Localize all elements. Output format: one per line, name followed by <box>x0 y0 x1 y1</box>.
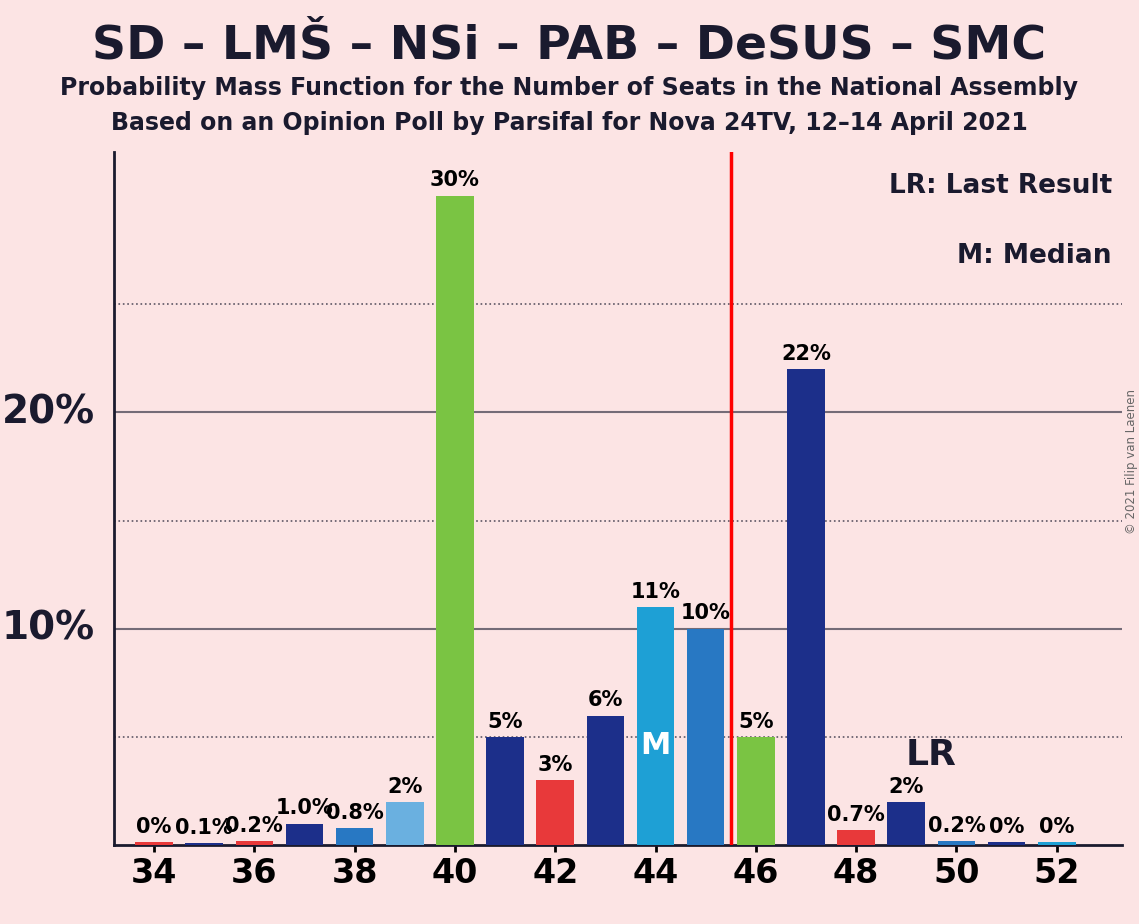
Text: 2%: 2% <box>387 777 423 796</box>
Text: M: M <box>640 731 671 760</box>
Text: 0.2%: 0.2% <box>927 816 985 835</box>
Text: 2%: 2% <box>888 777 924 796</box>
Text: Based on an Opinion Poll by Parsifal for Nova 24TV, 12–14 April 2021: Based on an Opinion Poll by Parsifal for… <box>112 111 1027 135</box>
Text: 30%: 30% <box>431 170 480 190</box>
Bar <box>236 841 273 845</box>
Text: © 2021 Filip van Laenen: © 2021 Filip van Laenen <box>1124 390 1138 534</box>
Text: LR: LR <box>906 737 957 772</box>
Text: 0.8%: 0.8% <box>326 803 384 822</box>
Text: Probability Mass Function for the Number of Seats in the National Assembly: Probability Mass Function for the Number… <box>60 76 1079 100</box>
Text: 5%: 5% <box>487 711 523 732</box>
Text: 20%: 20% <box>2 394 95 432</box>
Bar <box>286 824 323 845</box>
Bar <box>436 196 474 845</box>
Text: 0.7%: 0.7% <box>827 805 885 825</box>
Text: 5%: 5% <box>738 711 773 732</box>
Bar <box>136 842 173 845</box>
Text: 10%: 10% <box>681 603 730 624</box>
Text: 3%: 3% <box>538 755 573 775</box>
Bar <box>787 369 825 845</box>
Text: 0%: 0% <box>989 817 1024 837</box>
Bar <box>486 737 524 845</box>
Text: 22%: 22% <box>781 344 831 364</box>
Bar <box>837 831 875 845</box>
Bar <box>637 607 674 845</box>
Text: 10%: 10% <box>2 610 95 648</box>
Text: M: Median: M: Median <box>958 243 1112 269</box>
Text: 11%: 11% <box>631 582 680 602</box>
Bar <box>587 715 624 845</box>
Text: LR: Last Result: LR: Last Result <box>888 174 1112 200</box>
Bar <box>737 737 775 845</box>
Bar <box>386 802 424 845</box>
Bar <box>937 841 975 845</box>
Text: 0%: 0% <box>137 817 172 837</box>
Bar <box>186 844 223 845</box>
Text: 0.1%: 0.1% <box>175 818 233 838</box>
Text: SD – LMŠ – NSi – PAB – DeSUS – SMC: SD – LMŠ – NSi – PAB – DeSUS – SMC <box>92 23 1047 68</box>
Bar <box>687 629 724 845</box>
Text: 0.2%: 0.2% <box>226 816 284 835</box>
Bar <box>988 842 1025 845</box>
Text: 6%: 6% <box>588 690 623 711</box>
Bar <box>336 828 374 845</box>
Bar <box>1038 842 1075 845</box>
Bar <box>887 802 925 845</box>
Bar <box>536 781 574 845</box>
Text: 0%: 0% <box>1039 817 1074 837</box>
Text: 1.0%: 1.0% <box>276 798 334 819</box>
